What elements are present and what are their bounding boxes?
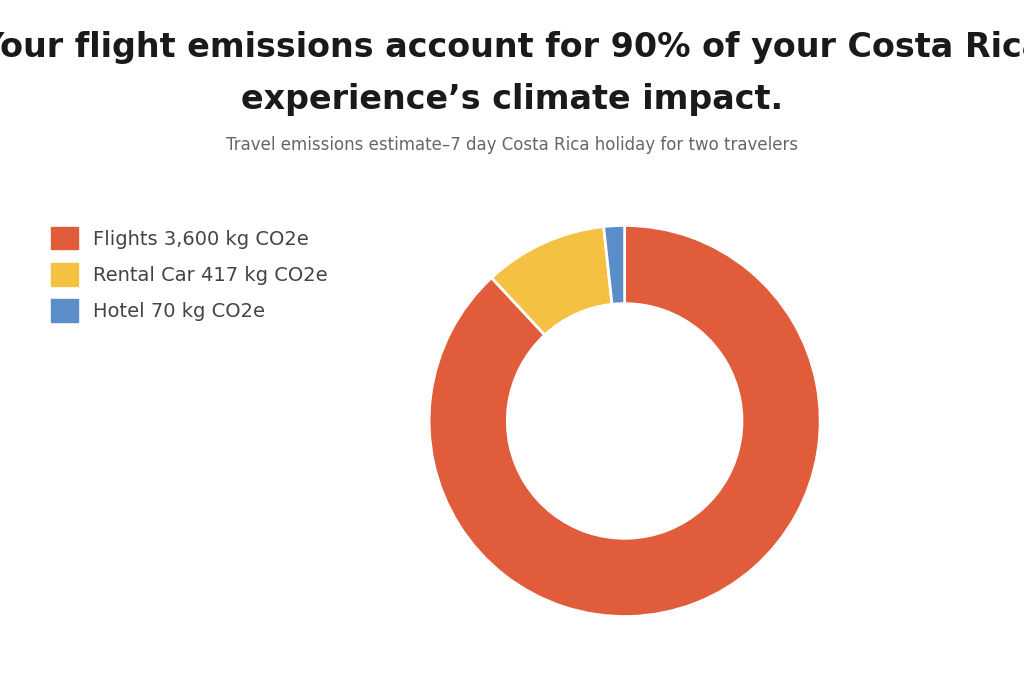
Wedge shape: [603, 225, 625, 304]
Text: Travel emissions estimate–7 day Costa Rica holiday for two travelers: Travel emissions estimate–7 day Costa Ri…: [226, 136, 798, 154]
Text: experience’s climate impact.: experience’s climate impact.: [241, 83, 783, 116]
Text: Your flight emissions account for 90% of your Costa Rica: Your flight emissions account for 90% of…: [0, 31, 1024, 64]
Wedge shape: [429, 225, 820, 617]
Legend: Flights 3,600 kg CO2e, Rental Car 417 kg CO2e, Hotel 70 kg CO2e: Flights 3,600 kg CO2e, Rental Car 417 kg…: [50, 227, 328, 322]
Wedge shape: [492, 227, 612, 335]
